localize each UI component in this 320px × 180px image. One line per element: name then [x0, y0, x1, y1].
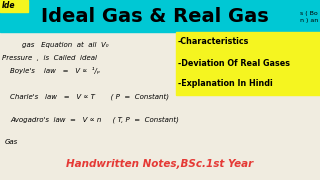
Text: Avogadro's  law  =   V ∝ n     ( T, P  =  Constant): Avogadro's law = V ∝ n ( T, P = Constant… [10, 117, 179, 123]
Text: Charle's   law   =   V ∝ T       ( P  =  Constant): Charle's law = V ∝ T ( P = Constant) [10, 94, 169, 100]
Text: -Deviation Of Real Gases: -Deviation Of Real Gases [178, 58, 290, 68]
Text: s ( Bo
n ) an: s ( Bo n ) an [300, 11, 318, 23]
Text: Pressure  ,  is  Called  ideal: Pressure , is Called ideal [2, 55, 97, 61]
Text: Ideal Gas & Real Gas: Ideal Gas & Real Gas [41, 8, 269, 26]
Text: Gas: Gas [5, 139, 18, 145]
Text: -Explanation In Hindi: -Explanation In Hindi [178, 78, 273, 87]
Bar [176, 32, 320, 95]
Bar [0, 0, 320, 32]
Text: Handwritten Notes,BSc.1st Year: Handwritten Notes,BSc.1st Year [66, 159, 254, 169]
Text: Ide: Ide [2, 1, 15, 10]
Text: -Characteristics: -Characteristics [178, 37, 249, 46]
Bar [0, 0, 28, 12]
Text: gas   Equation  at  all  V₀: gas Equation at all V₀ [22, 42, 108, 48]
Text: Boyle's    law   =   V ∝  ¹/ₚ: Boyle's law = V ∝ ¹/ₚ [10, 68, 100, 75]
